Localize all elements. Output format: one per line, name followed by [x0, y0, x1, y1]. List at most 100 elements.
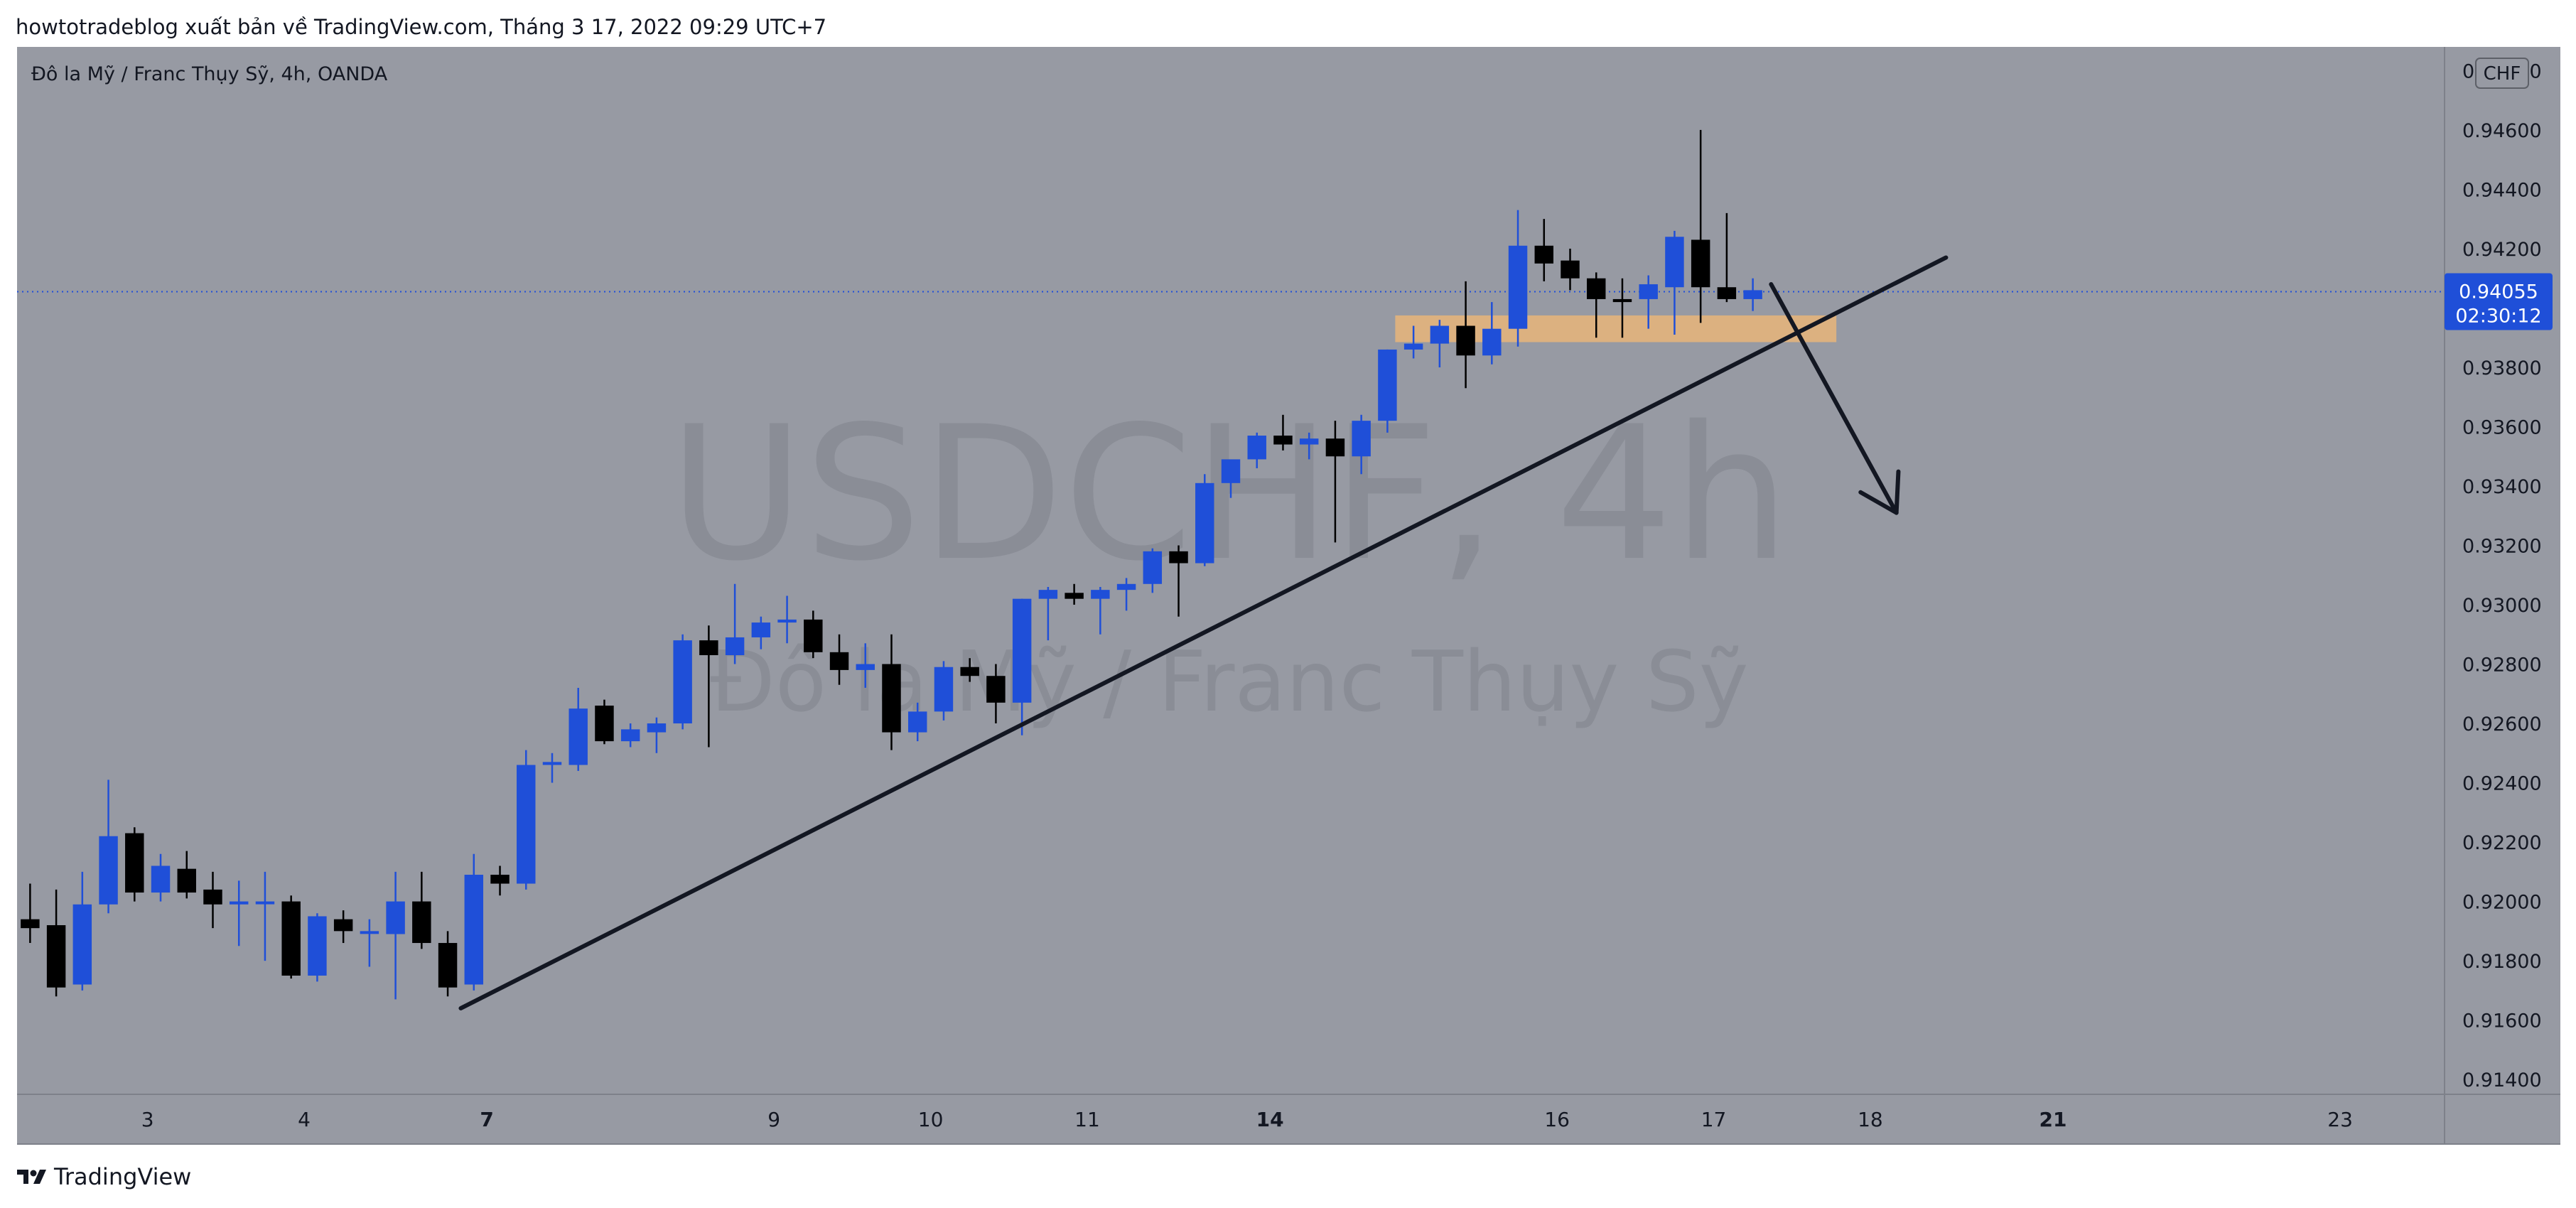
candle-body: [1691, 239, 1710, 288]
time-tick-label: 17: [1701, 1108, 1727, 1131]
currency-button[interactable]: CHF: [2475, 58, 2529, 89]
candle-body: [386, 901, 405, 934]
candle-body: [829, 652, 849, 670]
watermark-symbol: USDCHF, 4h: [669, 387, 1790, 602]
price-tick-label: 0.92000: [2462, 892, 2542, 914]
time-tick-label: 14: [1256, 1108, 1284, 1131]
candle-body: [908, 711, 927, 733]
candle-body: [229, 901, 249, 905]
candle-body: [751, 622, 771, 637]
price-tick-label: 0.92600: [2462, 713, 2542, 735]
candle-body: [438, 943, 458, 988]
candle-body: [99, 836, 118, 905]
price-tick-label: 0.94600: [2462, 120, 2542, 142]
price-tick-label: 0.92800: [2462, 654, 2542, 676]
candle-body: [1352, 421, 1371, 457]
candle-body: [255, 901, 275, 905]
tradingview-brand: TradingView: [54, 1163, 192, 1190]
candle: [517, 750, 536, 890]
candle: [281, 895, 301, 979]
candle: [255, 871, 275, 961]
candle-body: [21, 919, 40, 929]
candle-body: [699, 640, 718, 656]
candle: [1482, 302, 1502, 365]
price-tick-label: 0.93200: [2462, 536, 2542, 558]
candle: [151, 853, 171, 902]
candle: [1352, 414, 1371, 475]
time-tick-label: 7: [480, 1108, 493, 1131]
candle: [1273, 414, 1293, 451]
candle: [542, 753, 562, 783]
candle-body: [1743, 290, 1762, 299]
time-tick-label: 11: [1074, 1108, 1100, 1131]
time-tick-label: 18: [1858, 1108, 1883, 1131]
currency-button-label: CHF: [2484, 63, 2521, 85]
uptrend-line[interactable]: [458, 255, 1949, 1010]
candle: [699, 625, 718, 748]
candle: [1743, 278, 1762, 311]
candle-body: [151, 865, 171, 893]
candle-body: [647, 723, 667, 733]
footer: TradingView: [16, 1153, 191, 1201]
candle-body: [1430, 325, 1450, 344]
candle-body: [464, 875, 484, 985]
candle: [673, 634, 692, 730]
down-arrow-shaft[interactable]: [1769, 282, 1899, 515]
candle: [777, 595, 797, 644]
tradingview-logo-icon: [17, 1170, 46, 1184]
candle-body: [673, 640, 692, 724]
candle: [438, 931, 458, 997]
candle-body: [125, 833, 144, 893]
candle: [1717, 212, 1737, 303]
candle: [829, 634, 849, 685]
candle: [1612, 278, 1632, 338]
candle-body: [333, 919, 353, 932]
price-tick-label: 0.93800: [2462, 357, 2542, 379]
candle: [46, 889, 66, 997]
candle-body: [1665, 237, 1684, 288]
price-tick-label: 0.92200: [2462, 832, 2542, 854]
candle: [751, 616, 771, 649]
candle: [1169, 545, 1188, 617]
candle: [1534, 219, 1553, 281]
candle-body: [360, 931, 379, 934]
candle: [856, 643, 875, 688]
candle-body: [960, 667, 979, 676]
candle-body: [1038, 590, 1058, 599]
candle-body: [777, 619, 797, 623]
candle-body: [856, 664, 875, 670]
candle: [72, 871, 92, 991]
time-tick-label: 16: [1544, 1108, 1570, 1131]
candle: [1456, 281, 1475, 389]
time-tick-label: 21: [2039, 1108, 2067, 1131]
candle: [1639, 275, 1658, 329]
candle-body: [1221, 459, 1241, 483]
candle: [1587, 272, 1606, 338]
candle: [99, 780, 118, 914]
candle: [1012, 598, 1032, 735]
candle: [412, 871, 431, 949]
candle: [1665, 230, 1684, 335]
candle: [203, 871, 222, 929]
down-arrow-head: [1858, 469, 1901, 515]
price-tick-label: 0.93400: [2462, 476, 2542, 498]
candle: [1221, 459, 1241, 498]
candle: [1143, 548, 1163, 593]
time-tick-label: 4: [298, 1108, 311, 1131]
candle-body: [1456, 325, 1475, 356]
candle-body: [804, 619, 823, 652]
candle: [882, 634, 901, 750]
candle-countdown: 02:30:12: [2455, 305, 2541, 327]
price-tick-label: 0.92400: [2462, 773, 2542, 795]
candle-body: [490, 875, 510, 884]
candle: [464, 853, 484, 991]
candle-body: [1091, 590, 1110, 599]
candle-body: [725, 637, 745, 656]
candle: [21, 883, 40, 944]
current-price-badge-bg: [2445, 273, 2553, 330]
candle: [647, 717, 667, 753]
candle-body: [1247, 436, 1266, 460]
candle-body: [1143, 551, 1163, 584]
